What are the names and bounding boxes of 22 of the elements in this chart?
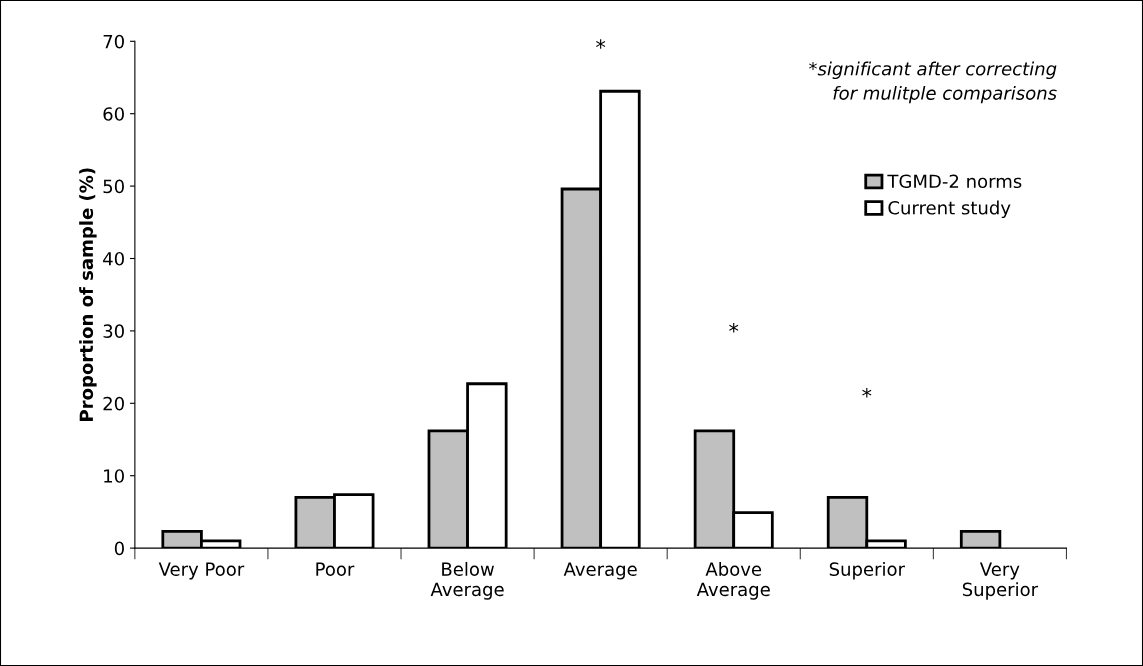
y-tick-label: 30 (103, 324, 124, 339)
legend-label: Current study (888, 200, 1011, 219)
x-tick-label: Very Poor (158, 562, 245, 580)
y-tick-label: 60 (103, 107, 124, 121)
y-tick-label: 0 (114, 541, 124, 556)
y-axis-title: Proportion of sample (%) (79, 168, 97, 421)
y-tick-label: 40 (103, 251, 124, 266)
x-tick-label: Very Superior (962, 562, 1039, 600)
x-tick-label: Above Average (696, 562, 770, 600)
y-tick-label: 10 (104, 469, 124, 483)
x-tick-label: Poor (316, 562, 355, 576)
y-tick-label: 50 (103, 179, 124, 194)
annotation: * (596, 39, 606, 49)
annotation: * (862, 387, 872, 398)
annotation: * (729, 323, 739, 333)
y-tick-label: 70 (103, 34, 124, 49)
x-tick-label: Superior (829, 562, 905, 580)
y-tick-label: 20 (103, 396, 124, 411)
x-tick-label: Average (563, 562, 637, 580)
annotation: *significant after correcting for mulitple comparisons (809, 61, 1057, 104)
legend-label: TGMD-2 norms (887, 174, 1022, 189)
x-tick-label: Below Average (430, 562, 504, 600)
